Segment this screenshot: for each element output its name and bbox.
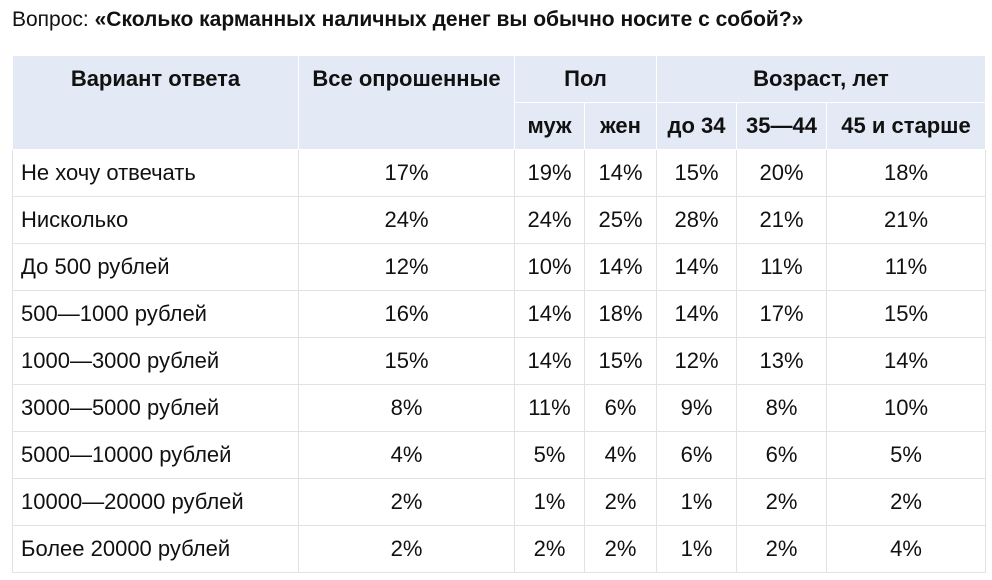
table-row: Нисколько 24% 24% 25% 28% 21% 21% bbox=[12, 196, 986, 244]
value-cell: 4% bbox=[826, 525, 986, 573]
value-cell: 2% bbox=[736, 525, 827, 573]
value-cell: 17% bbox=[298, 149, 515, 197]
header-cell: жен bbox=[584, 102, 657, 150]
value-cell: 15% bbox=[584, 337, 657, 385]
answer-cell: 5000—10000 рублей bbox=[12, 431, 299, 479]
header-row: муж жен до 34 35—44 45 и старше bbox=[13, 102, 986, 150]
table-row: 3000—5000 рублей 8% 11% 6% 9% 8% 10% bbox=[12, 384, 986, 432]
value-cell: 9% bbox=[656, 384, 737, 432]
value-cell: 12% bbox=[656, 337, 737, 385]
value-cell: 4% bbox=[584, 431, 657, 479]
value-cell: 14% bbox=[826, 337, 986, 385]
value-cell: 10% bbox=[514, 243, 585, 291]
value-cell: 14% bbox=[514, 290, 585, 338]
header-cell: Вариант ответа bbox=[12, 55, 299, 150]
value-cell: 14% bbox=[514, 337, 585, 385]
value-cell: 11% bbox=[826, 243, 986, 291]
header-row: Вариант ответа Все опрошенные Пол Возрас… bbox=[12, 55, 986, 150]
value-cell: 14% bbox=[584, 149, 657, 197]
value-cell: 14% bbox=[656, 290, 737, 338]
results-table: Вариант ответа Все опрошенные Пол Возрас… bbox=[12, 55, 986, 573]
value-cell: 28% bbox=[656, 196, 737, 244]
value-cell: 2% bbox=[298, 525, 515, 573]
value-cell: 12% bbox=[298, 243, 515, 291]
value-cell: 6% bbox=[656, 431, 737, 479]
value-cell: 6% bbox=[736, 431, 827, 479]
value-cell: 21% bbox=[736, 196, 827, 244]
value-cell: 20% bbox=[736, 149, 827, 197]
header-cell: 35—44 bbox=[736, 102, 827, 150]
table-row: Не хочу отвечать 17% 19% 14% 15% 20% 18% bbox=[12, 149, 986, 197]
value-cell: 2% bbox=[736, 478, 827, 526]
table-row: 5000—10000 рублей 4% 5% 4% 6% 6% 5% bbox=[12, 431, 986, 479]
value-cell: 15% bbox=[298, 337, 515, 385]
table-header: Вариант ответа Все опрошенные Пол Возрас… bbox=[12, 55, 986, 150]
value-cell: 1% bbox=[514, 478, 585, 526]
title-prefix: Вопрос: bbox=[12, 8, 89, 31]
value-cell: 14% bbox=[656, 243, 737, 291]
table-row: 1000—3000 рублей 15% 14% 15% 12% 13% 14% bbox=[12, 337, 986, 385]
value-cell: 11% bbox=[736, 243, 827, 291]
value-cell: 2% bbox=[826, 478, 986, 526]
value-cell: 15% bbox=[656, 149, 737, 197]
answer-cell: 1000—3000 рублей bbox=[12, 337, 299, 385]
table-row: До 500 рублей 12% 10% 14% 14% 11% 11% bbox=[12, 243, 986, 291]
value-cell: 4% bbox=[298, 431, 515, 479]
header-cell: Пол bbox=[514, 55, 657, 103]
value-cell: 5% bbox=[826, 431, 986, 479]
answer-cell: Нисколько bbox=[12, 196, 299, 244]
header-cell: Возраст, лет bbox=[656, 55, 986, 103]
value-cell: 8% bbox=[736, 384, 827, 432]
table-row: 500—1000 рублей 16% 14% 18% 14% 17% 15% bbox=[12, 290, 986, 338]
value-cell: 18% bbox=[826, 149, 986, 197]
value-cell: 1% bbox=[656, 525, 737, 573]
value-cell: 6% bbox=[584, 384, 657, 432]
value-cell: 21% bbox=[826, 196, 986, 244]
value-cell: 25% bbox=[584, 196, 657, 244]
table-row: 10000—20000 рублей 2% 1% 2% 1% 2% 2% bbox=[12, 478, 986, 526]
value-cell: 2% bbox=[584, 478, 657, 526]
answer-cell: Более 20000 рублей bbox=[12, 525, 299, 573]
value-cell: 24% bbox=[514, 196, 585, 244]
value-cell: 2% bbox=[514, 525, 585, 573]
header-cell: до 34 bbox=[656, 102, 737, 150]
value-cell: 8% bbox=[298, 384, 515, 432]
value-cell: 18% bbox=[584, 290, 657, 338]
value-cell: 13% bbox=[736, 337, 827, 385]
answer-cell: 3000—5000 рублей bbox=[12, 384, 299, 432]
value-cell: 2% bbox=[584, 525, 657, 573]
value-cell: 5% bbox=[514, 431, 585, 479]
table-body: Не хочу отвечать 17% 19% 14% 15% 20% 18% Нискол… bbox=[12, 149, 986, 573]
header-cell: муж bbox=[514, 102, 585, 150]
answer-cell: 10000—20000 рублей bbox=[12, 478, 299, 526]
value-cell: 19% bbox=[514, 149, 585, 197]
value-cell: 16% bbox=[298, 290, 515, 338]
value-cell: 24% bbox=[298, 196, 515, 244]
answer-cell: До 500 рублей bbox=[12, 243, 299, 291]
value-cell: 14% bbox=[584, 243, 657, 291]
value-cell: 17% bbox=[736, 290, 827, 338]
value-cell: 10% bbox=[826, 384, 986, 432]
value-cell: 2% bbox=[298, 478, 515, 526]
title: Вопрос: «Сколько карманных наличных дене… bbox=[12, 8, 803, 32]
table-row: Более 20000 рублей 2% 2% 2% 1% 2% 4% bbox=[12, 525, 986, 573]
header-cell: Все опрошенные bbox=[298, 55, 515, 150]
value-cell: 1% bbox=[656, 478, 737, 526]
question: «Сколько карманных наличных денег вы обы… bbox=[94, 8, 804, 31]
answer-cell: Не хочу отвечать bbox=[12, 149, 299, 197]
value-cell: 11% bbox=[514, 384, 585, 432]
header-cell: 45 и старше bbox=[826, 102, 986, 150]
value-cell: 15% bbox=[826, 290, 986, 338]
answer-cell: 500—1000 рублей bbox=[12, 290, 299, 338]
